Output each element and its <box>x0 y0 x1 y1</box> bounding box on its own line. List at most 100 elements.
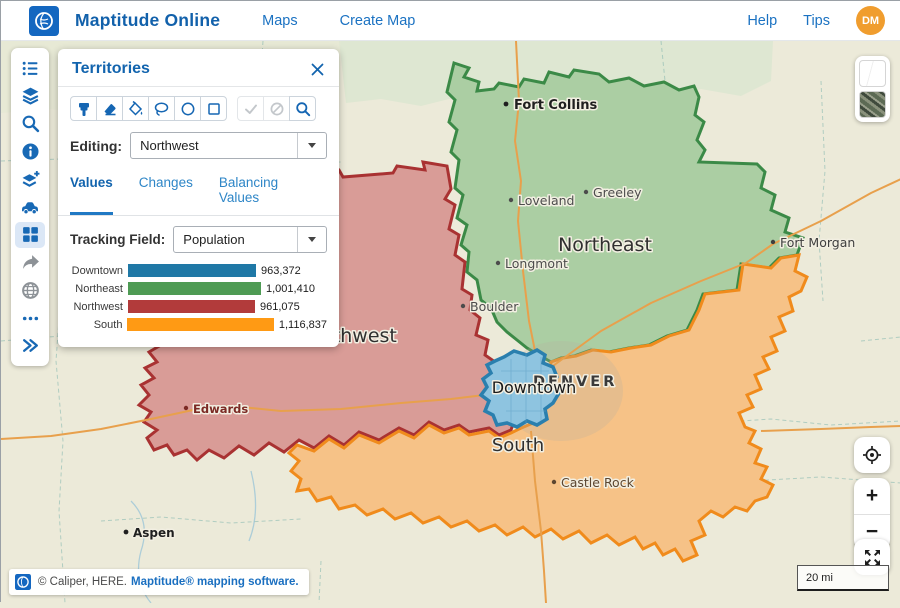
nav-item-help[interactable]: Help <box>747 12 778 29</box>
fullscreen-icon <box>864 549 880 565</box>
territory-bar-chart: Downtown 963,372 Northeast 1,001,410 Nor… <box>58 261 339 337</box>
sidebar-item-search[interactable] <box>15 111 45 137</box>
attribution-link[interactable]: Maptitude® mapping software. <box>131 576 299 588</box>
sidebar-item-add-layer[interactable] <box>15 166 45 192</box>
satellite-basemap-thumbnail[interactable] <box>859 91 886 118</box>
metro-label-denver: DENVER <box>533 374 617 390</box>
info-icon <box>21 143 39 160</box>
chevron-down-icon <box>308 143 316 148</box>
zoom-select-tool-button[interactable] <box>289 96 316 121</box>
tab-balancing-values[interactable]: Balancing Values <box>218 175 279 205</box>
territory-downtown[interactable] <box>478 347 562 429</box>
bar-value: 1,116,837 <box>278 318 327 331</box>
maptitude-logo-small <box>15 574 31 590</box>
city-label-edwards: Edwards <box>193 402 248 416</box>
circle-select-tool-button[interactable] <box>174 96 201 121</box>
top-navbar: Maptitude Online Maps Create Map Help Ti… <box>1 1 900 41</box>
cancel-tool-button <box>263 96 290 121</box>
nav-item-maps[interactable]: Maps <box>262 12 298 29</box>
tool-sidebar <box>11 48 49 366</box>
sidebar-item-info[interactable] <box>15 138 45 164</box>
chart-row-northeast: Northeast 1,001,410 <box>70 281 327 296</box>
locate-icon <box>863 446 881 464</box>
list-icon <box>22 61 37 75</box>
bar-label: Downtown <box>71 264 123 277</box>
tracking-field-dropdown[interactable]: Population <box>173 226 327 253</box>
double-chevron-icon <box>22 339 38 353</box>
south-bar <box>127 318 274 331</box>
add-layer-icon <box>22 170 39 187</box>
dropdown-arrow-button[interactable] <box>297 227 326 252</box>
territory-label-downtown: Downtown <box>492 378 577 397</box>
map-attribution: © Caliper, HERE. Maptitude® mapping soft… <box>9 569 309 595</box>
territory-label-northeast: Northeast <box>558 234 652 256</box>
brand-title: Maptitude Online <box>75 10 221 30</box>
tracking-field-value: Population <box>183 232 245 247</box>
layers-icon <box>22 87 38 105</box>
territories-panel: Territories <box>58 49 339 347</box>
city-label-aspen: Aspen <box>133 526 175 540</box>
sidebar-item-share[interactable] <box>15 250 45 276</box>
close-icon <box>311 63 324 75</box>
eraser-icon <box>104 103 116 115</box>
bar-value: 1,001,410 <box>266 282 315 295</box>
roads-basemap-thumbnail[interactable] <box>859 60 886 87</box>
fill-bucket-icon <box>128 100 142 116</box>
sidebar-item-legend[interactable] <box>15 55 45 81</box>
tracking-field-label: Tracking Field: <box>70 232 166 247</box>
car-icon <box>21 202 38 214</box>
basemap-switcher <box>855 56 890 122</box>
paintbrush-tool-button[interactable] <box>70 96 97 121</box>
panel-title: Territories <box>72 60 150 77</box>
circle-icon <box>181 102 194 115</box>
search-icon <box>22 115 39 133</box>
city-label-fort-morgan: Fort Morgan <box>780 235 855 250</box>
city-label-boulder: Boulder <box>470 299 519 314</box>
city-label-greeley: Greeley <box>593 185 642 200</box>
confirm-tool-button <box>237 96 264 121</box>
share-icon <box>22 255 39 269</box>
fill-bucket-tool-button[interactable] <box>122 96 149 121</box>
chart-row-south: South 1,116,837 <box>70 317 327 332</box>
zoom-in-button[interactable]: + <box>854 478 890 515</box>
rectangle-select-tool-button[interactable] <box>200 96 227 121</box>
tab-values[interactable]: Values <box>70 169 113 215</box>
downtown-bar <box>128 264 256 277</box>
locate-button[interactable] <box>854 437 890 473</box>
downtown-streets <box>496 353 553 425</box>
sidebar-item-web[interactable] <box>15 277 45 303</box>
check-icon <box>244 104 257 114</box>
city-label-fort-collins: Fort Collins <box>514 98 598 113</box>
sidebar-item-collapse[interactable] <box>15 333 45 359</box>
user-avatar[interactable]: DM <box>856 6 885 35</box>
zoom-out-button[interactable]: − <box>865 520 879 544</box>
city-labels: Fort Collins Loveland Greeley Fort Morga… <box>123 97 857 542</box>
northeast-bar <box>128 282 261 295</box>
nav-item-tips[interactable]: Tips <box>803 12 830 29</box>
ban-icon <box>270 102 283 115</box>
editing-label: Editing: <box>70 137 123 154</box>
sidebar-item-layers[interactable] <box>15 83 45 109</box>
zoom-control: + − <box>854 478 890 550</box>
nav-item-create-map[interactable]: Create Map <box>339 12 416 29</box>
sidebar-item-routing[interactable] <box>15 194 45 220</box>
territory-label-south: South <box>492 435 544 456</box>
editing-territory-value: Northwest <box>140 138 199 153</box>
tab-changes[interactable]: Changes <box>138 175 193 190</box>
lasso-select-tool-button[interactable] <box>148 96 175 121</box>
grid-icon <box>22 227 38 243</box>
city-label-loveland: Loveland <box>518 193 574 208</box>
sidebar-item-more[interactable] <box>15 305 45 331</box>
lasso-icon <box>154 102 169 116</box>
chart-row-northwest: Northwest 961,075 <box>70 299 327 314</box>
dropdown-arrow-button[interactable] <box>297 133 326 158</box>
eraser-tool-button[interactable] <box>96 96 123 121</box>
maptitude-logo[interactable] <box>29 5 59 36</box>
editing-territory-dropdown[interactable]: Northwest <box>130 132 327 159</box>
map-scale-bar: 20 mi <box>797 565 889 591</box>
ellipsis-icon <box>22 316 38 320</box>
close-panel-button[interactable] <box>310 62 325 77</box>
bar-label: Northeast <box>75 282 123 295</box>
chart-row-downtown: Downtown 963,372 <box>70 263 327 278</box>
sidebar-item-territories[interactable] <box>15 221 45 248</box>
